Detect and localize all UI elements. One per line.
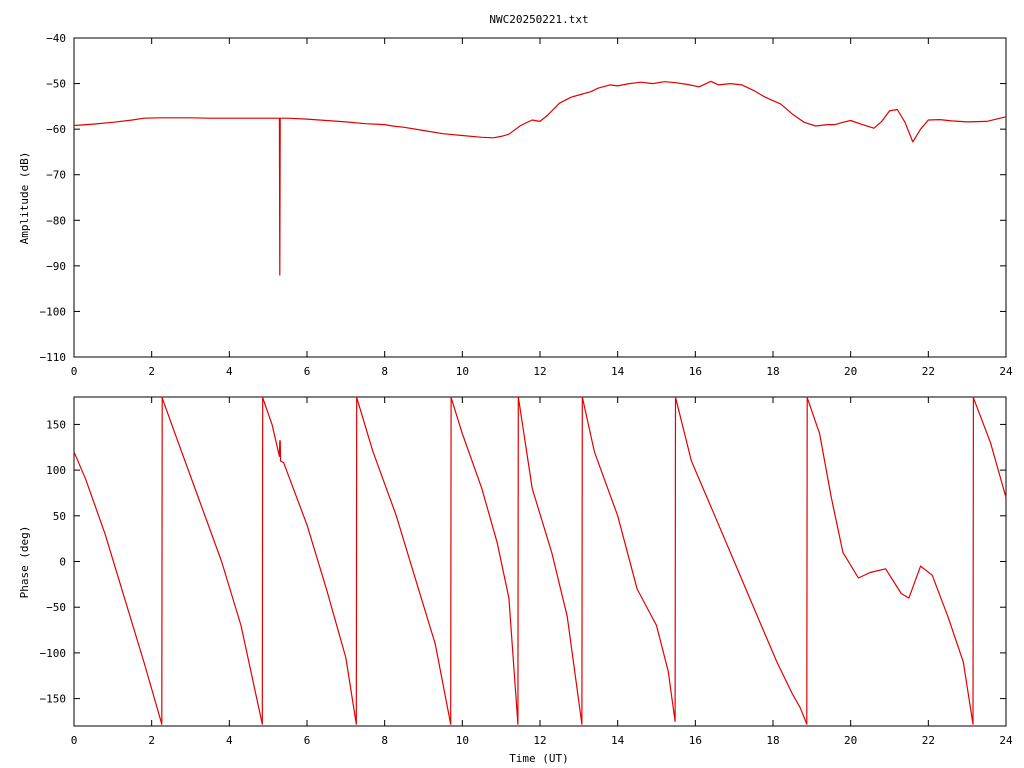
amplitude-x-tick-label: 10 — [456, 365, 469, 378]
phase-y-axis-label: Phase (deg) — [18, 526, 31, 599]
chart-title: NWC20250221.txt — [489, 13, 588, 26]
phase-x-tick-label: 24 — [999, 734, 1013, 747]
phase-y-tick-label: 0 — [59, 556, 66, 569]
amplitude-y-tick-label: −40 — [46, 32, 66, 45]
phase-x-tick-label: 4 — [226, 734, 233, 747]
phase-y-tick-label: 100 — [46, 464, 66, 477]
phase-y-tick-label: −100 — [40, 647, 67, 660]
phase-x-tick-label: 14 — [611, 734, 625, 747]
phase-x-tick-label: 10 — [456, 734, 469, 747]
phase-x-tick-label: 6 — [304, 734, 311, 747]
amplitude-x-tick-label: 18 — [766, 365, 779, 378]
phase-x-tick-label: 8 — [381, 734, 388, 747]
amplitude-x-tick-label: 22 — [922, 365, 935, 378]
amplitude-y-tick-label: −90 — [46, 260, 66, 273]
amplitude-x-tick-label: 4 — [226, 365, 233, 378]
amplitude-x-tick-label: 20 — [844, 365, 857, 378]
amplitude-y-tick-label: −110 — [40, 351, 67, 364]
phase-y-tick-label: 50 — [53, 510, 66, 523]
phase-series-line — [73, 396, 1007, 725]
amplitude-x-tick-label: 8 — [381, 365, 388, 378]
phase-y-tick-label: 150 — [46, 418, 66, 431]
amplitude-x-tick-label: 14 — [611, 365, 625, 378]
phase-x-tick-label: 20 — [844, 734, 857, 747]
phase-y-tick-label: −50 — [46, 601, 66, 614]
amplitude-x-tick-label: 16 — [689, 365, 702, 378]
amplitude-y-tick-label: −80 — [46, 214, 66, 227]
amplitude-y-tick-label: −100 — [40, 305, 67, 318]
phase-panel: Phase (deg) Time (UT) 0 2 4 6 8 10 12 14 16 18 20 2… — [18, 396, 1013, 765]
time-x-axis-label: Time (UT) — [509, 752, 569, 765]
amplitude-panel: Amplitude (dB) 0 2 4 6 8 10 12 14 16 18 20 22 24−110… — [18, 32, 1013, 378]
phase-x-tick-label: 18 — [766, 734, 779, 747]
amplitude-plot-frame — [73, 37, 1007, 358]
phase-plot-frame — [73, 396, 1007, 727]
amplitude-x-tick-label: 6 — [304, 365, 311, 378]
phase-x-tick-label: 2 — [148, 734, 155, 747]
amplitude-x-tick-label: 0 — [71, 365, 78, 378]
amplitude-y-tick-label: −60 — [46, 123, 66, 136]
amplitude-y-tick-label: −70 — [46, 169, 66, 182]
amplitude-x-tick-label: 12 — [533, 365, 546, 378]
amplitude-y-tick-label: −50 — [46, 78, 66, 91]
phase-x-tick-label: 0 — [71, 734, 78, 747]
amplitude-y-axis-label: Amplitude (dB) — [18, 152, 31, 245]
amplitude-x-tick-label: 24 — [999, 365, 1013, 378]
amplitude-series-line — [73, 80, 1007, 276]
amplitude-x-tick-label: 2 — [148, 365, 155, 378]
phase-y-tick-label: −150 — [40, 693, 67, 706]
phase-x-tick-label: 16 — [689, 734, 702, 747]
phase-x-tick-label: 22 — [922, 734, 935, 747]
phase-x-tick-label: 12 — [533, 734, 546, 747]
